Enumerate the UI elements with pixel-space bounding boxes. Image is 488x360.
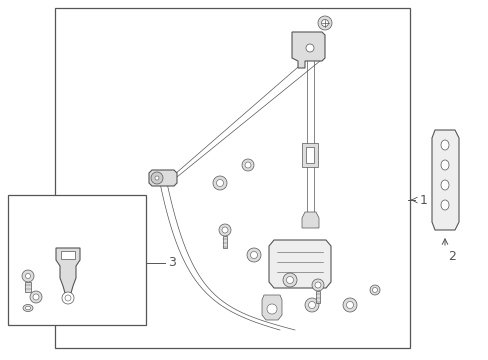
Circle shape [342,298,356,312]
Polygon shape [431,130,458,230]
Bar [302,143,317,167]
Ellipse shape [440,200,448,210]
Bar [8,195,146,325]
Bar [61,251,75,259]
Circle shape [308,302,315,309]
Polygon shape [268,240,330,288]
Polygon shape [291,32,325,68]
Polygon shape [56,248,80,293]
Circle shape [151,172,163,184]
Circle shape [305,44,313,52]
Circle shape [286,276,293,284]
Circle shape [33,294,39,300]
Text: 1: 1 [419,194,427,207]
Polygon shape [262,295,282,320]
Circle shape [369,285,379,295]
Polygon shape [302,212,318,228]
Bar [305,147,313,163]
Circle shape [372,288,377,292]
Circle shape [250,252,257,258]
Circle shape [219,224,230,236]
Bar [223,236,226,248]
Bar [315,291,319,303]
Circle shape [246,248,261,262]
Circle shape [216,180,223,186]
Circle shape [311,279,324,291]
Circle shape [283,273,296,287]
Circle shape [266,304,276,314]
Circle shape [22,270,34,282]
Circle shape [65,295,71,301]
Circle shape [314,282,320,288]
Bar [25,282,31,292]
Circle shape [346,302,353,309]
Text: 2: 2 [447,250,455,263]
Circle shape [244,162,250,168]
Circle shape [222,227,227,233]
Ellipse shape [440,180,448,190]
Circle shape [30,291,42,303]
Circle shape [155,176,159,180]
Bar [55,8,409,348]
Ellipse shape [440,160,448,170]
Ellipse shape [25,306,30,310]
Polygon shape [149,170,177,186]
Text: 3: 3 [168,256,176,270]
Circle shape [242,159,253,171]
Circle shape [321,19,328,27]
Circle shape [25,274,30,279]
Circle shape [62,292,74,304]
Circle shape [305,298,318,312]
Ellipse shape [23,305,33,311]
Circle shape [213,176,226,190]
Ellipse shape [440,140,448,150]
Circle shape [317,16,331,30]
